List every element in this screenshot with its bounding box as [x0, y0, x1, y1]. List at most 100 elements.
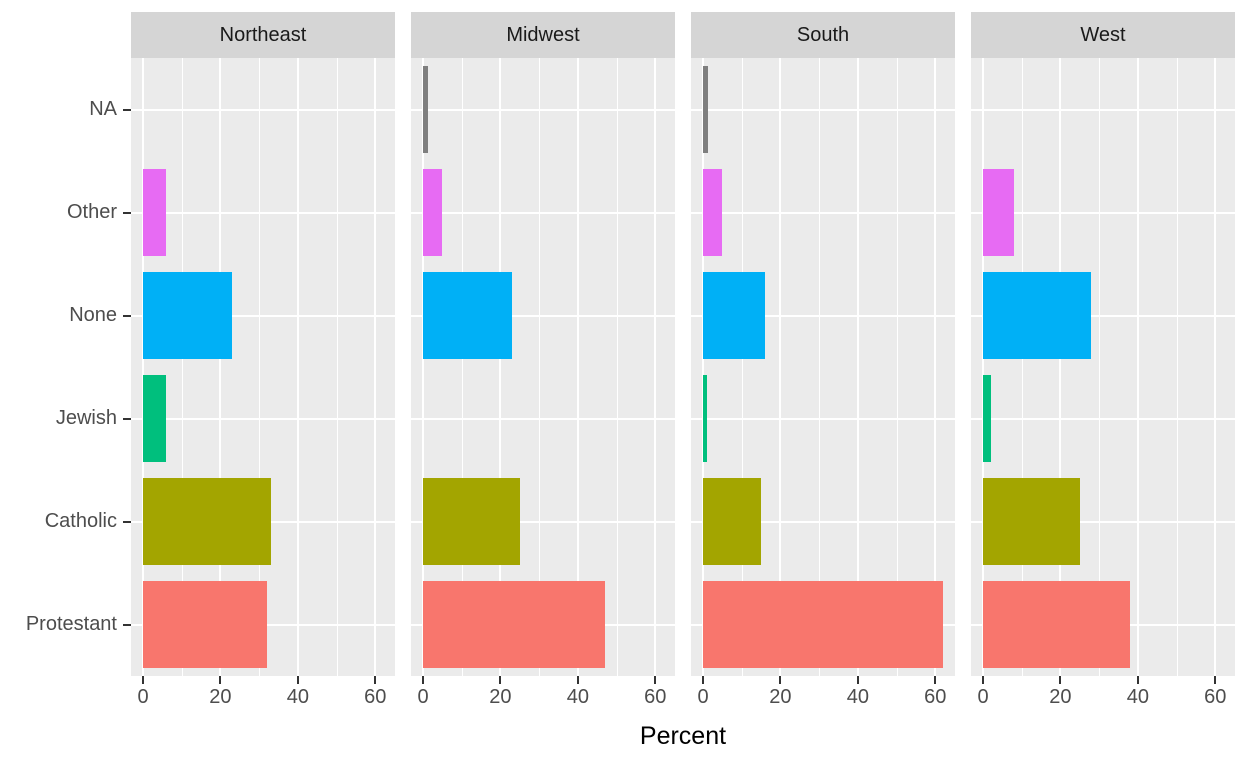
x-tick-label-northeast-40: 40: [286, 686, 309, 708]
gridline-minor-x50: [336, 58, 338, 676]
x-tick-west-40: [1136, 676, 1139, 684]
row-protestant-northeast: [131, 573, 395, 676]
gridline-major-x0: [422, 58, 424, 676]
gridline-major-y-none: [971, 314, 1235, 317]
gridline-major-x40: [1136, 58, 1139, 676]
gridline-major-y-other: [411, 211, 675, 214]
panel-rows-south: [691, 58, 955, 676]
gridline-major-x60: [1214, 58, 1217, 676]
row-catholic-south: [691, 470, 955, 573]
row-protestant-south: [691, 573, 955, 676]
row-none-northeast: [131, 264, 395, 367]
bar-none-midwest: [423, 271, 513, 360]
x-tick-midwest-60: [654, 676, 657, 684]
gridline-minor-x50: [1176, 58, 1178, 676]
gridline-major-y-na: [971, 108, 1235, 111]
gridline-major-y-none: [411, 314, 675, 317]
x-tick-label-south-0: 0: [697, 686, 709, 708]
gridline-major-y-jewish: [971, 417, 1235, 420]
gridline-major-x20: [499, 58, 502, 676]
bar-jewish-west: [983, 374, 991, 463]
row-jewish-northeast: [131, 367, 395, 470]
row-na-northeast: [131, 58, 395, 161]
y-tick-na: [123, 108, 131, 111]
panel-midwest: [411, 58, 675, 676]
gridline-minor-x10: [741, 58, 743, 676]
bar-na-midwest: [423, 65, 428, 154]
bar-na-south: [703, 65, 708, 154]
gridline-major-x20: [1059, 58, 1062, 676]
bar-other-midwest: [423, 168, 443, 257]
x-axis-west: 0 20 40 60: [971, 676, 1235, 720]
gridline-major-y-none: [131, 314, 395, 317]
x-tick-label-west-60: 60: [1204, 686, 1227, 708]
bar-other-south: [703, 168, 723, 257]
panel-northeast: [131, 58, 395, 676]
row-catholic-midwest: [411, 470, 675, 573]
row-other-midwest: [411, 161, 675, 264]
y-label-row-jewish: Jewish: [0, 367, 131, 470]
gridline-major-x60: [654, 58, 657, 676]
y-label-none: None: [69, 304, 117, 326]
facet-strip-midwest: Midwest: [411, 12, 675, 58]
gridline-major-y-catholic: [411, 520, 675, 523]
row-other-northeast: [131, 161, 395, 264]
facet-strip-northeast: Northeast: [131, 12, 395, 58]
facet-strip-south: South: [691, 12, 955, 58]
x-tick-midwest-20: [499, 676, 502, 684]
gridline-major-y-na: [131, 108, 395, 111]
gridline-major-y-jewish: [691, 417, 955, 420]
gridline-major-x0: [142, 58, 144, 676]
x-axis-south: 0 20 40 60: [691, 676, 955, 720]
row-none-south: [691, 264, 955, 367]
facet-south: South 0 20 40 60: [691, 12, 955, 756]
y-label-row-catholic: Catholic: [0, 470, 131, 573]
gridline-major-x60: [374, 58, 377, 676]
gridline-minor-x30: [819, 58, 821, 676]
row-na-midwest: [411, 58, 675, 161]
gridline-minor-x10: [461, 58, 463, 676]
bar-jewish-south: [703, 374, 707, 463]
y-label-protestant: Protestant: [25, 613, 117, 635]
panel-rows-northeast: [131, 58, 395, 676]
x-tick-label-midwest-60: 60: [644, 686, 667, 708]
gridline-major-y-na: [411, 108, 675, 111]
bar-none-south: [703, 271, 765, 360]
gridline-major-y-other: [131, 211, 395, 214]
row-none-west: [971, 264, 1235, 367]
facets: Northeast 0 20 40 60 Midwest 0 20 40 60 South 0 20 40…: [131, 12, 1235, 756]
x-tick-label-midwest-0: 0: [417, 686, 429, 708]
x-tick-west-60: [1214, 676, 1217, 684]
panel-south: [691, 58, 955, 676]
gridline-minor-x30: [1099, 58, 1101, 676]
gridline-major-x0: [982, 58, 984, 676]
gridline-major-y-none: [691, 314, 955, 317]
gridline-major-y-catholic: [691, 520, 955, 523]
row-other-south: [691, 161, 955, 264]
row-catholic-northeast: [131, 470, 395, 573]
row-none-midwest: [411, 264, 675, 367]
x-tick-label-northeast-0: 0: [137, 686, 149, 708]
row-na-south: [691, 58, 955, 161]
y-label-other: Other: [66, 201, 117, 223]
x-axis-northeast: 0 20 40 60: [131, 676, 395, 720]
bar-protestant-west: [983, 580, 1131, 669]
row-jewish-midwest: [411, 367, 675, 470]
bar-catholic-south: [703, 477, 762, 566]
gridline-major-x20: [779, 58, 782, 676]
bar-none-northeast: [143, 271, 233, 360]
gridline-minor-x50: [896, 58, 898, 676]
row-jewish-west: [971, 367, 1235, 470]
x-tick-northeast-40: [296, 676, 299, 684]
bar-catholic-northeast: [143, 477, 271, 566]
x-axis-title: Percent: [639, 722, 727, 750]
y-tick-protestant: [123, 623, 131, 626]
x-tick-northeast-20: [219, 676, 222, 684]
bar-other-northeast: [143, 168, 167, 257]
gridline-major-x40: [856, 58, 859, 676]
gridline-major-x0: [702, 58, 704, 676]
gridline-minor-x10: [181, 58, 183, 676]
panel-rows-west: [971, 58, 1235, 676]
gridline-major-y-jewish: [411, 417, 675, 420]
